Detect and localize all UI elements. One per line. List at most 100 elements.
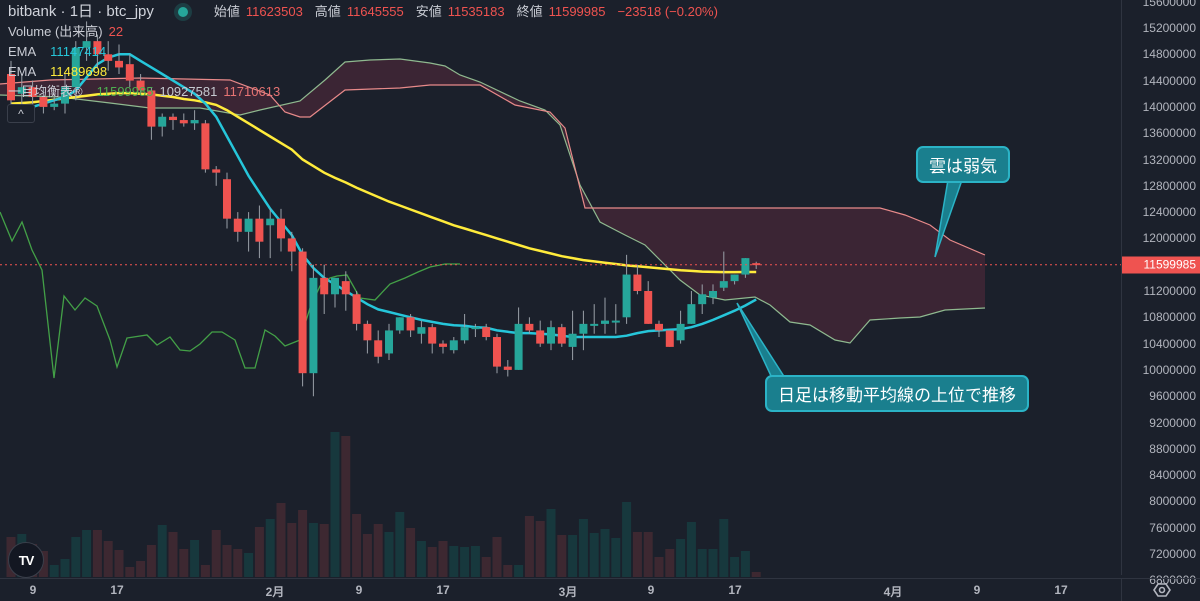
candle-body xyxy=(503,366,512,370)
candle-body xyxy=(341,281,350,295)
volume-bar xyxy=(686,522,696,577)
annotation-pointer xyxy=(736,302,787,379)
volume-bar xyxy=(740,551,750,577)
volume-bar xyxy=(643,532,653,577)
ichimoku-value-1: 11599985 xyxy=(96,84,154,99)
candle-body xyxy=(320,277,329,295)
candle-body xyxy=(201,123,210,170)
price-tick: 10400000 xyxy=(1142,336,1196,351)
high-label: 高値 xyxy=(314,4,341,19)
candle-body xyxy=(439,343,447,347)
volume-bar xyxy=(730,557,740,577)
open-value: 11623503 xyxy=(245,4,303,19)
volume-bar xyxy=(308,523,318,577)
volume-bar xyxy=(244,553,254,577)
ema-fast-value: 11147414 xyxy=(50,44,107,59)
candle-body xyxy=(579,323,588,334)
volume-bar xyxy=(157,525,167,577)
time-tick: 2月 xyxy=(265,585,285,599)
time-tick: 9 xyxy=(29,583,37,597)
candle-body xyxy=(169,116,177,121)
legend-volume[interactable]: Volume (出来高) 22 xyxy=(8,22,718,42)
volume-bar xyxy=(568,535,578,577)
legend-ichimoku[interactable]: 一目均衡表® 11599985 10927581 11710613 xyxy=(8,82,718,102)
ema-fast-line xyxy=(10,53,757,339)
logo-text: TV xyxy=(18,552,35,568)
chart-canvas[interactable] xyxy=(0,0,1121,578)
price-tick: 11200000 xyxy=(1143,284,1197,298)
legend-ema-fast[interactable]: EMA 11147414 xyxy=(8,42,718,62)
candle-body xyxy=(590,323,599,326)
annotation-above-ma[interactable]: 日足は移動平均線の上位で推移 xyxy=(765,375,1029,412)
candle-body xyxy=(179,120,188,124)
volume-bar xyxy=(71,537,81,577)
high-value: 11645555 xyxy=(346,4,404,19)
volume-bar xyxy=(611,538,621,577)
volume-bar xyxy=(427,547,437,577)
candle-body xyxy=(363,323,372,341)
volume-bar xyxy=(589,533,599,577)
volume-bar xyxy=(708,549,718,577)
candle-body xyxy=(741,258,750,275)
legend-ema-slow[interactable]: EMA 11489698 xyxy=(8,62,718,82)
candle-body xyxy=(266,218,275,226)
volume-bar xyxy=(632,532,642,577)
chevron-up-icon: ^ xyxy=(18,106,24,121)
volume-bar xyxy=(103,541,113,577)
volume-bar xyxy=(676,539,686,577)
candle-body xyxy=(557,327,566,344)
header-row: bitbank · 1日 · btc_jpy 始値 11623503 高値 11… xyxy=(8,2,718,22)
chart-settings-button[interactable] xyxy=(1121,578,1200,601)
volume-bar xyxy=(211,530,221,577)
volume-bar xyxy=(276,503,286,577)
time-axis[interactable]: 9 17 2月 9 17 3月 9 17 4月 9 17 xyxy=(0,578,1121,601)
senkou-span-a-line xyxy=(0,58,986,344)
candle-body xyxy=(104,54,113,61)
chikou-span-line xyxy=(0,211,460,379)
candle-body xyxy=(71,47,80,88)
volume-bar xyxy=(298,510,308,577)
volume-bar xyxy=(114,550,124,577)
candle-body xyxy=(709,291,717,298)
candle-body xyxy=(493,337,501,367)
symbol-title[interactable]: bitbank · 1日 · btc_jpy xyxy=(8,3,154,20)
collapse-legend-button[interactable]: ^ xyxy=(7,104,35,123)
ichimoku-value-3: 11710613 xyxy=(223,84,281,99)
candle-body xyxy=(471,327,480,330)
volume-bar xyxy=(287,523,297,577)
volume-bar xyxy=(352,514,362,577)
candle-body xyxy=(212,169,221,173)
price-tick: 9600000 xyxy=(1149,389,1196,404)
volume-bar xyxy=(384,532,394,577)
volume-bar xyxy=(578,519,588,577)
volume-bar xyxy=(200,565,210,577)
time-tick: 9 xyxy=(647,583,655,597)
candle-body xyxy=(547,327,555,344)
market-status-icon xyxy=(177,7,188,17)
volume-bar xyxy=(362,534,372,577)
current-price-label: 11599985 xyxy=(1122,256,1200,274)
candle-body xyxy=(298,251,307,374)
candle-body xyxy=(655,323,663,331)
volume-bar xyxy=(406,528,416,577)
candle-body xyxy=(7,74,15,101)
volume-bar xyxy=(524,516,534,577)
price-axis[interactable]: 15600000 15200000 14800000 14400000 14000000… xyxy=(1121,0,1200,587)
chart-legend: bitbank · 1日 · btc_jpy 始値 11623503 高値 11… xyxy=(8,2,718,102)
time-tick: 3月 xyxy=(558,585,578,599)
change-value: −23518 (−0.20%) xyxy=(617,4,718,19)
open-label: 始値 xyxy=(213,4,240,19)
annotation-cloud-bearish[interactable]: 雲は弱気 xyxy=(916,146,1010,183)
price-tick: 12800000 xyxy=(1142,178,1196,193)
volume-value: 22 xyxy=(108,24,124,39)
tradingview-logo[interactable]: TV xyxy=(8,542,44,578)
candle-body xyxy=(428,327,437,344)
candle-body xyxy=(233,218,242,232)
volume-bar xyxy=(535,521,545,577)
volume-bar xyxy=(330,432,340,577)
ichimoku-value-2: 10927581 xyxy=(159,84,218,99)
candle-body xyxy=(277,218,285,239)
price-tick: 7200000 xyxy=(1149,547,1196,561)
volume-bar xyxy=(416,541,426,577)
time-tick: 17 xyxy=(728,583,742,597)
